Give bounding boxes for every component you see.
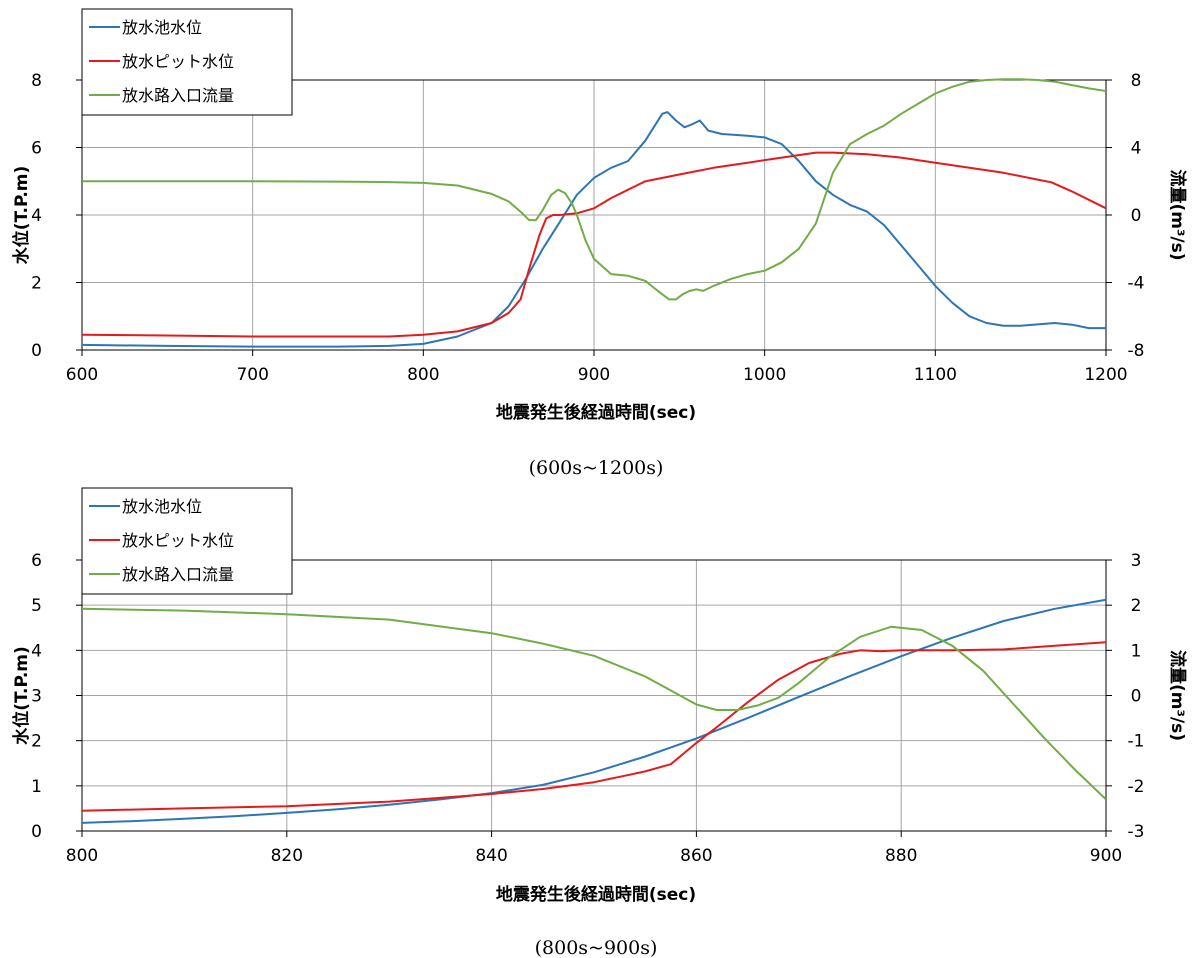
y-tick-label: 2 — [31, 732, 42, 752]
x-tick-label: 840 — [475, 846, 507, 866]
y-tick-label: 1 — [31, 777, 42, 797]
x-tick-label: 1200 — [1084, 365, 1127, 385]
legend-label: 放水池水位 — [122, 18, 202, 37]
y2-tick-label: -3 — [1128, 822, 1145, 842]
legend-label: 放水路入口流量 — [122, 565, 234, 584]
y2-tick-label: -4 — [1128, 274, 1145, 294]
y2-axis-label: 流量(m³/s) — [1167, 650, 1188, 741]
x-axis-label: 地震発生後経過時間(sec) — [496, 884, 696, 905]
y-tick-label: 0 — [31, 341, 42, 361]
y-tick-label: 0 — [31, 822, 42, 842]
x-tick-label: 860 — [680, 846, 712, 866]
series-line-1 — [82, 598, 1106, 824]
y2-tick-label: 0 — [1131, 687, 1142, 707]
y-tick-label: 6 — [31, 139, 42, 159]
y2-tick-label: 3 — [1131, 551, 1142, 571]
chart-2: 800 820 840 860 880 900 0 1 2 3 4 5 6 -3 -2 -1 0 1 2 3 地震発生後… — [11, 487, 1188, 958]
y2-axis-label: 流量(m³/s) — [1167, 169, 1188, 260]
y2-tick-label: 8 — [1131, 71, 1142, 91]
x-tick-label: 820 — [271, 846, 303, 866]
y2-tick-label: -8 — [1128, 341, 1145, 361]
y-tick-label: 8 — [31, 71, 42, 91]
y-tick-label: 4 — [31, 641, 42, 661]
x-tick-label: 700 — [236, 365, 268, 385]
y-tick-label: 5 — [31, 596, 42, 616]
y2-tick-label: -1 — [1128, 732, 1145, 752]
y-axis-label: 水位(T.P.m) — [11, 166, 32, 265]
y2-tick-label: 2 — [1131, 596, 1142, 616]
x-tick-label: 600 — [66, 365, 98, 385]
chart-caption: (600s~1200s) — [529, 457, 664, 479]
series-line-2 — [82, 641, 1106, 812]
x-tick-label: 1100 — [914, 365, 957, 385]
x-tick-label: 800 — [66, 846, 98, 866]
x-tick-label: 880 — [885, 846, 917, 866]
y-tick-label: 2 — [31, 274, 42, 294]
legend-label: 放水ピット水位 — [122, 531, 234, 550]
y-tick-label: 3 — [31, 687, 42, 707]
y-tick-label: 6 — [31, 551, 42, 571]
y-axis-label: 水位(T.P.m) — [11, 646, 32, 745]
x-tick-label: 900 — [578, 365, 610, 385]
y-tick-label: 4 — [31, 206, 42, 226]
series-line-2 — [82, 151, 1106, 338]
x-tick-label: 800 — [407, 365, 439, 385]
series-line-1 — [82, 111, 1106, 348]
y2-tick-label: -2 — [1128, 777, 1145, 797]
y2-tick-label: 0 — [1131, 206, 1142, 226]
x-axis-label: 地震発生後経過時間(sec) — [496, 402, 696, 423]
x-tick-label: 1000 — [743, 365, 786, 385]
y2-tick-label: 1 — [1131, 641, 1142, 661]
chart-1: 600 700 800 900 1000 1100 1200 0 2 4 6 8 -8 -4 0 4 8 地震発生… — [11, 8, 1188, 479]
legend-label: 放水路入口流量 — [122, 86, 234, 105]
legend-label: 放水池水位 — [122, 497, 202, 516]
chart-caption: (800s~900s) — [535, 937, 658, 958]
series-line-3 — [82, 78, 1106, 301]
series-line-3 — [82, 607, 1106, 801]
legend-label: 放水ピット水位 — [122, 52, 234, 71]
x-tick-label: 900 — [1090, 846, 1122, 866]
y2-tick-label: 4 — [1131, 139, 1142, 159]
